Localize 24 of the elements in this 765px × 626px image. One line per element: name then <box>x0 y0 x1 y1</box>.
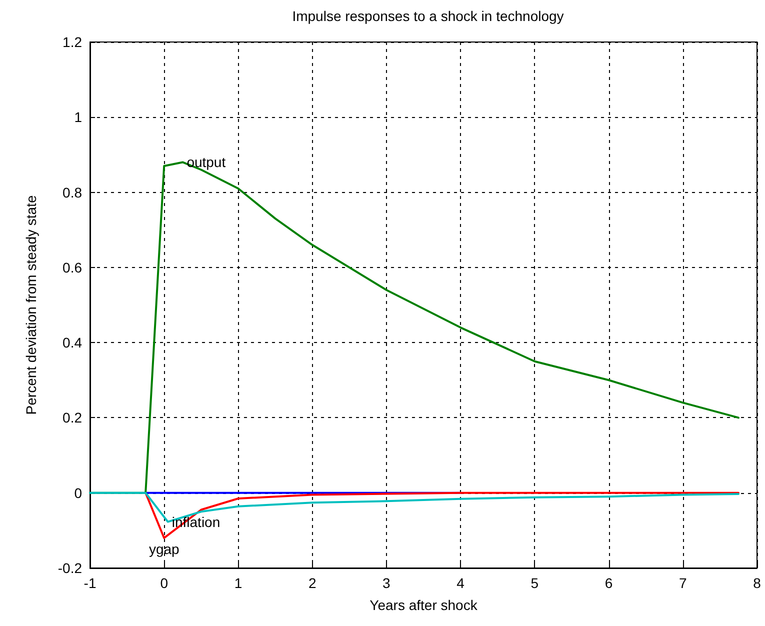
y-axis-title: Percent deviation from steady state <box>23 195 39 415</box>
x-tick-label: 3 <box>382 575 391 591</box>
y-tick-label: 0.8 <box>62 184 82 200</box>
y-tick-label: 0.4 <box>62 334 82 351</box>
x-tick-label: 6 <box>604 575 613 591</box>
x-tick-label: -1 <box>84 575 96 591</box>
series-label: output <box>186 154 226 170</box>
line-series <box>144 492 740 539</box>
x-tick-label: 2 <box>308 575 316 591</box>
x-axis-title: Years after shock <box>370 597 478 613</box>
x-tick-label: 8 <box>753 575 762 591</box>
y-tick-label: 0 <box>74 484 82 501</box>
series-label: ygap <box>148 540 180 557</box>
y-tick-label: 0.6 <box>62 259 82 276</box>
y-tick-label: -0.2 <box>58 560 82 576</box>
y-tick-label: 1.2 <box>62 34 82 50</box>
y-tick-label: 1 <box>74 109 82 126</box>
x-tick-label: 7 <box>678 575 687 591</box>
x-tick-label: 5 <box>530 575 539 591</box>
chart-title: Impulse responses to a shock in technology <box>292 8 564 24</box>
x-tick-label: 4 <box>456 575 465 591</box>
x-tick-label: 1 <box>234 575 242 591</box>
y-tick-label: 0.2 <box>62 410 82 426</box>
x-tick-label: 0 <box>160 575 168 591</box>
